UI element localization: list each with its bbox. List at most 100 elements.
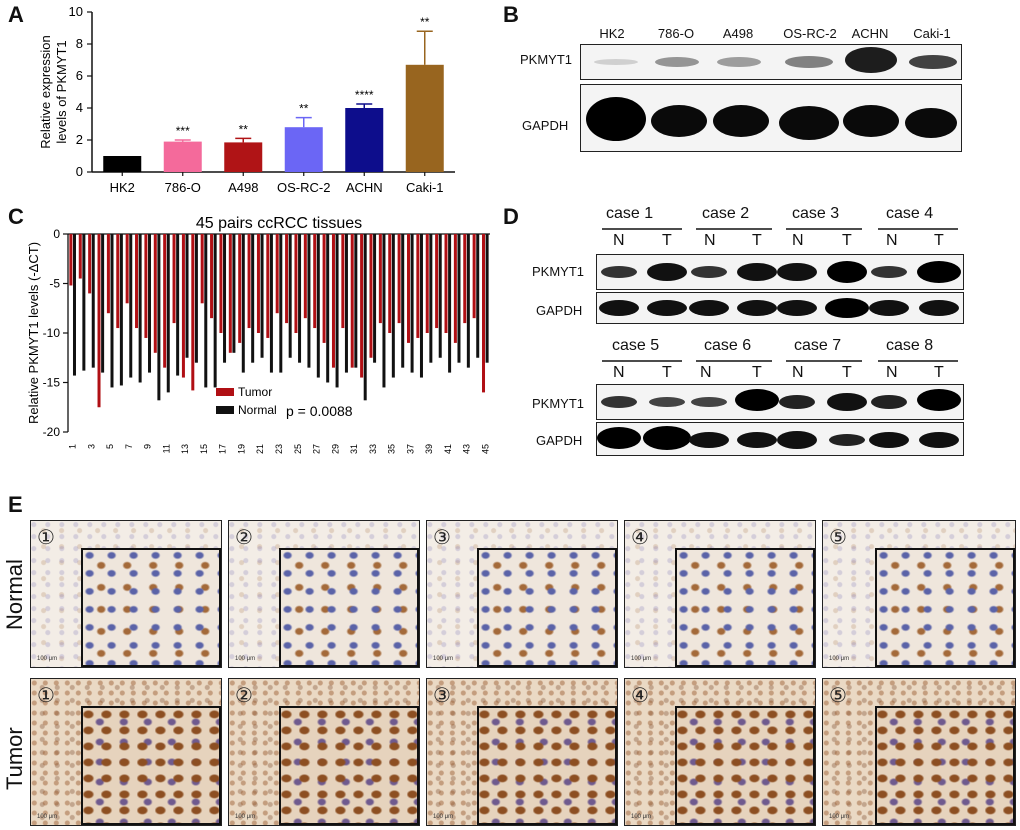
- x-tick-label-c-17: 17: [218, 444, 228, 454]
- lane-label-786o: 786-O: [657, 26, 695, 41]
- lane-n-4: N: [886, 232, 898, 249]
- case-underlines-bottom: [602, 360, 958, 362]
- bar-normal-21: [260, 234, 264, 358]
- significance-a-5: **: [420, 15, 430, 29]
- blot-b-pkmyt1: [580, 44, 962, 80]
- bar-tumor-30: [341, 234, 345, 329]
- bar-tumor-35: [388, 234, 392, 333]
- blot-b-pkmyt1-bands: [594, 47, 957, 73]
- bar-tumor-1: [69, 234, 73, 286]
- scale-bar-label: 100 μm: [235, 656, 256, 662]
- bar-normal-34: [382, 234, 386, 388]
- bar-normal-13: [185, 234, 189, 358]
- bar-tumor-23: [275, 234, 279, 314]
- y-tick-label-c: -5: [49, 277, 60, 291]
- x-tick-label-c-39: 39: [424, 444, 434, 454]
- bar-tumor-13: [181, 234, 185, 378]
- case-label-1: case 1: [606, 205, 654, 222]
- ihc-tumor-2: ② 100 μm: [228, 678, 420, 826]
- y-tick-label-c: -10: [43, 326, 61, 340]
- x-tick-label-c-35: 35: [387, 444, 397, 454]
- bar-tumor-43: [463, 234, 467, 324]
- lane-label-hk2: HK2: [599, 26, 625, 41]
- y-tick-label-a: 2: [76, 132, 83, 147]
- bar-tumor-42: [453, 234, 457, 343]
- bar-tumor-8: [135, 234, 139, 329]
- bar-normal-16: [213, 234, 217, 388]
- bar-tumor-38: [416, 234, 420, 338]
- scale-bar-label: 100 μm: [433, 656, 454, 662]
- bar-tumor-3: [88, 234, 92, 294]
- bar-a-5: [405, 64, 444, 172]
- bar-tumor-26: [303, 234, 307, 319]
- x-tick-label-c-9: 9: [143, 444, 153, 449]
- ihc-tumor-4: ④ 100 μm: [624, 678, 816, 826]
- scale-bar-label: 100 μm: [37, 814, 58, 820]
- x-tick-label-a-1: 786-O: [165, 180, 201, 195]
- ihc-inset: [279, 548, 419, 667]
- lane-t-2: T: [752, 232, 762, 249]
- bar-normal-37: [410, 234, 414, 373]
- x-tick-label-a-2: A498: [228, 180, 258, 195]
- case-label-5: case 5: [612, 337, 660, 354]
- ihc-tumor-5: ⑤ 100 μm: [822, 678, 1016, 826]
- y-tick-label-c: -15: [43, 376, 61, 390]
- scale-bar-label: 100 μm: [235, 814, 256, 820]
- bar-normal-38: [419, 234, 423, 378]
- x-tick-label-c-33: 33: [368, 444, 378, 454]
- y-tick-label-a: 8: [76, 36, 83, 51]
- bar-normal-10: [157, 234, 161, 401]
- bar-normal-4: [101, 234, 105, 373]
- p-value-annotation: p = 0.0088: [286, 403, 353, 419]
- x-tick-label-c-11: 11: [161, 444, 171, 453]
- x-tick-label-c-1: 1: [68, 444, 78, 449]
- ihc-normal-5: ⑤ 100 μm: [822, 520, 1016, 668]
- scale-bar-label: 100 μm: [829, 814, 850, 820]
- bar-normal-41: [448, 234, 452, 373]
- x-tick-label-c-25: 25: [293, 444, 303, 454]
- bar-tumor-10: [153, 234, 157, 353]
- lane-label-osrc2: OS-RC-2: [783, 26, 837, 41]
- ihc-inset: [279, 706, 419, 825]
- significance-a-3: **: [299, 102, 309, 116]
- bar-tumor-17: [219, 234, 223, 333]
- bar-tumor-34: [378, 234, 382, 324]
- x-tick-label-a-5: Caki-1: [406, 180, 444, 195]
- lane-t-8: T: [934, 364, 944, 381]
- bar-tumor-7: [125, 234, 129, 304]
- blot-d-bottom-pkmyt1-bands: [601, 389, 961, 411]
- ihc-inset: [477, 706, 617, 825]
- panel-letter-d: D: [503, 204, 519, 229]
- bar-tumor-28: [322, 234, 326, 343]
- x-tick-label-a-4: ACHN: [346, 180, 383, 195]
- bar-tumor-45: [482, 234, 486, 393]
- bar-tumor-27: [313, 234, 317, 329]
- x-tick-label-c-43: 43: [462, 444, 472, 454]
- row-label-tumor: Tumor: [2, 727, 27, 790]
- x-tick-label-c-21: 21: [255, 444, 265, 454]
- bar-normal-17: [223, 234, 227, 363]
- ihc-number: ⑤: [829, 525, 847, 549]
- bar-normal-39: [429, 234, 433, 363]
- ihc-tumor-1: ① 100 μm: [30, 678, 222, 826]
- bar-normal-26: [307, 234, 311, 368]
- scale-bar-label: 100 μm: [631, 814, 652, 820]
- bar-normal-14: [194, 234, 198, 363]
- x-tick-label-c-7: 7: [124, 444, 134, 449]
- bar-tumor-12: [172, 234, 176, 324]
- blot-d-top-gapdh: [596, 292, 964, 324]
- x-tick-label-a-3: OS-RC-2: [277, 180, 330, 195]
- bar-tumor-6: [116, 234, 120, 329]
- case-label-2: case 2: [702, 205, 750, 222]
- bar-normal-30: [344, 234, 348, 373]
- ihc-normal-2: ② 100 μm: [228, 520, 420, 668]
- ihc-number: ⑤: [829, 683, 847, 707]
- x-tick-label-c-37: 37: [405, 444, 415, 454]
- blot-b-gapdh: [580, 84, 962, 152]
- x-tick-label-c-29: 29: [330, 444, 340, 454]
- y-label-a-line2: levels of PKMYT1: [54, 40, 69, 143]
- x-tick-label-c-19: 19: [236, 444, 246, 454]
- bar-normal-19: [241, 234, 245, 373]
- lane-t-1: T: [662, 232, 672, 249]
